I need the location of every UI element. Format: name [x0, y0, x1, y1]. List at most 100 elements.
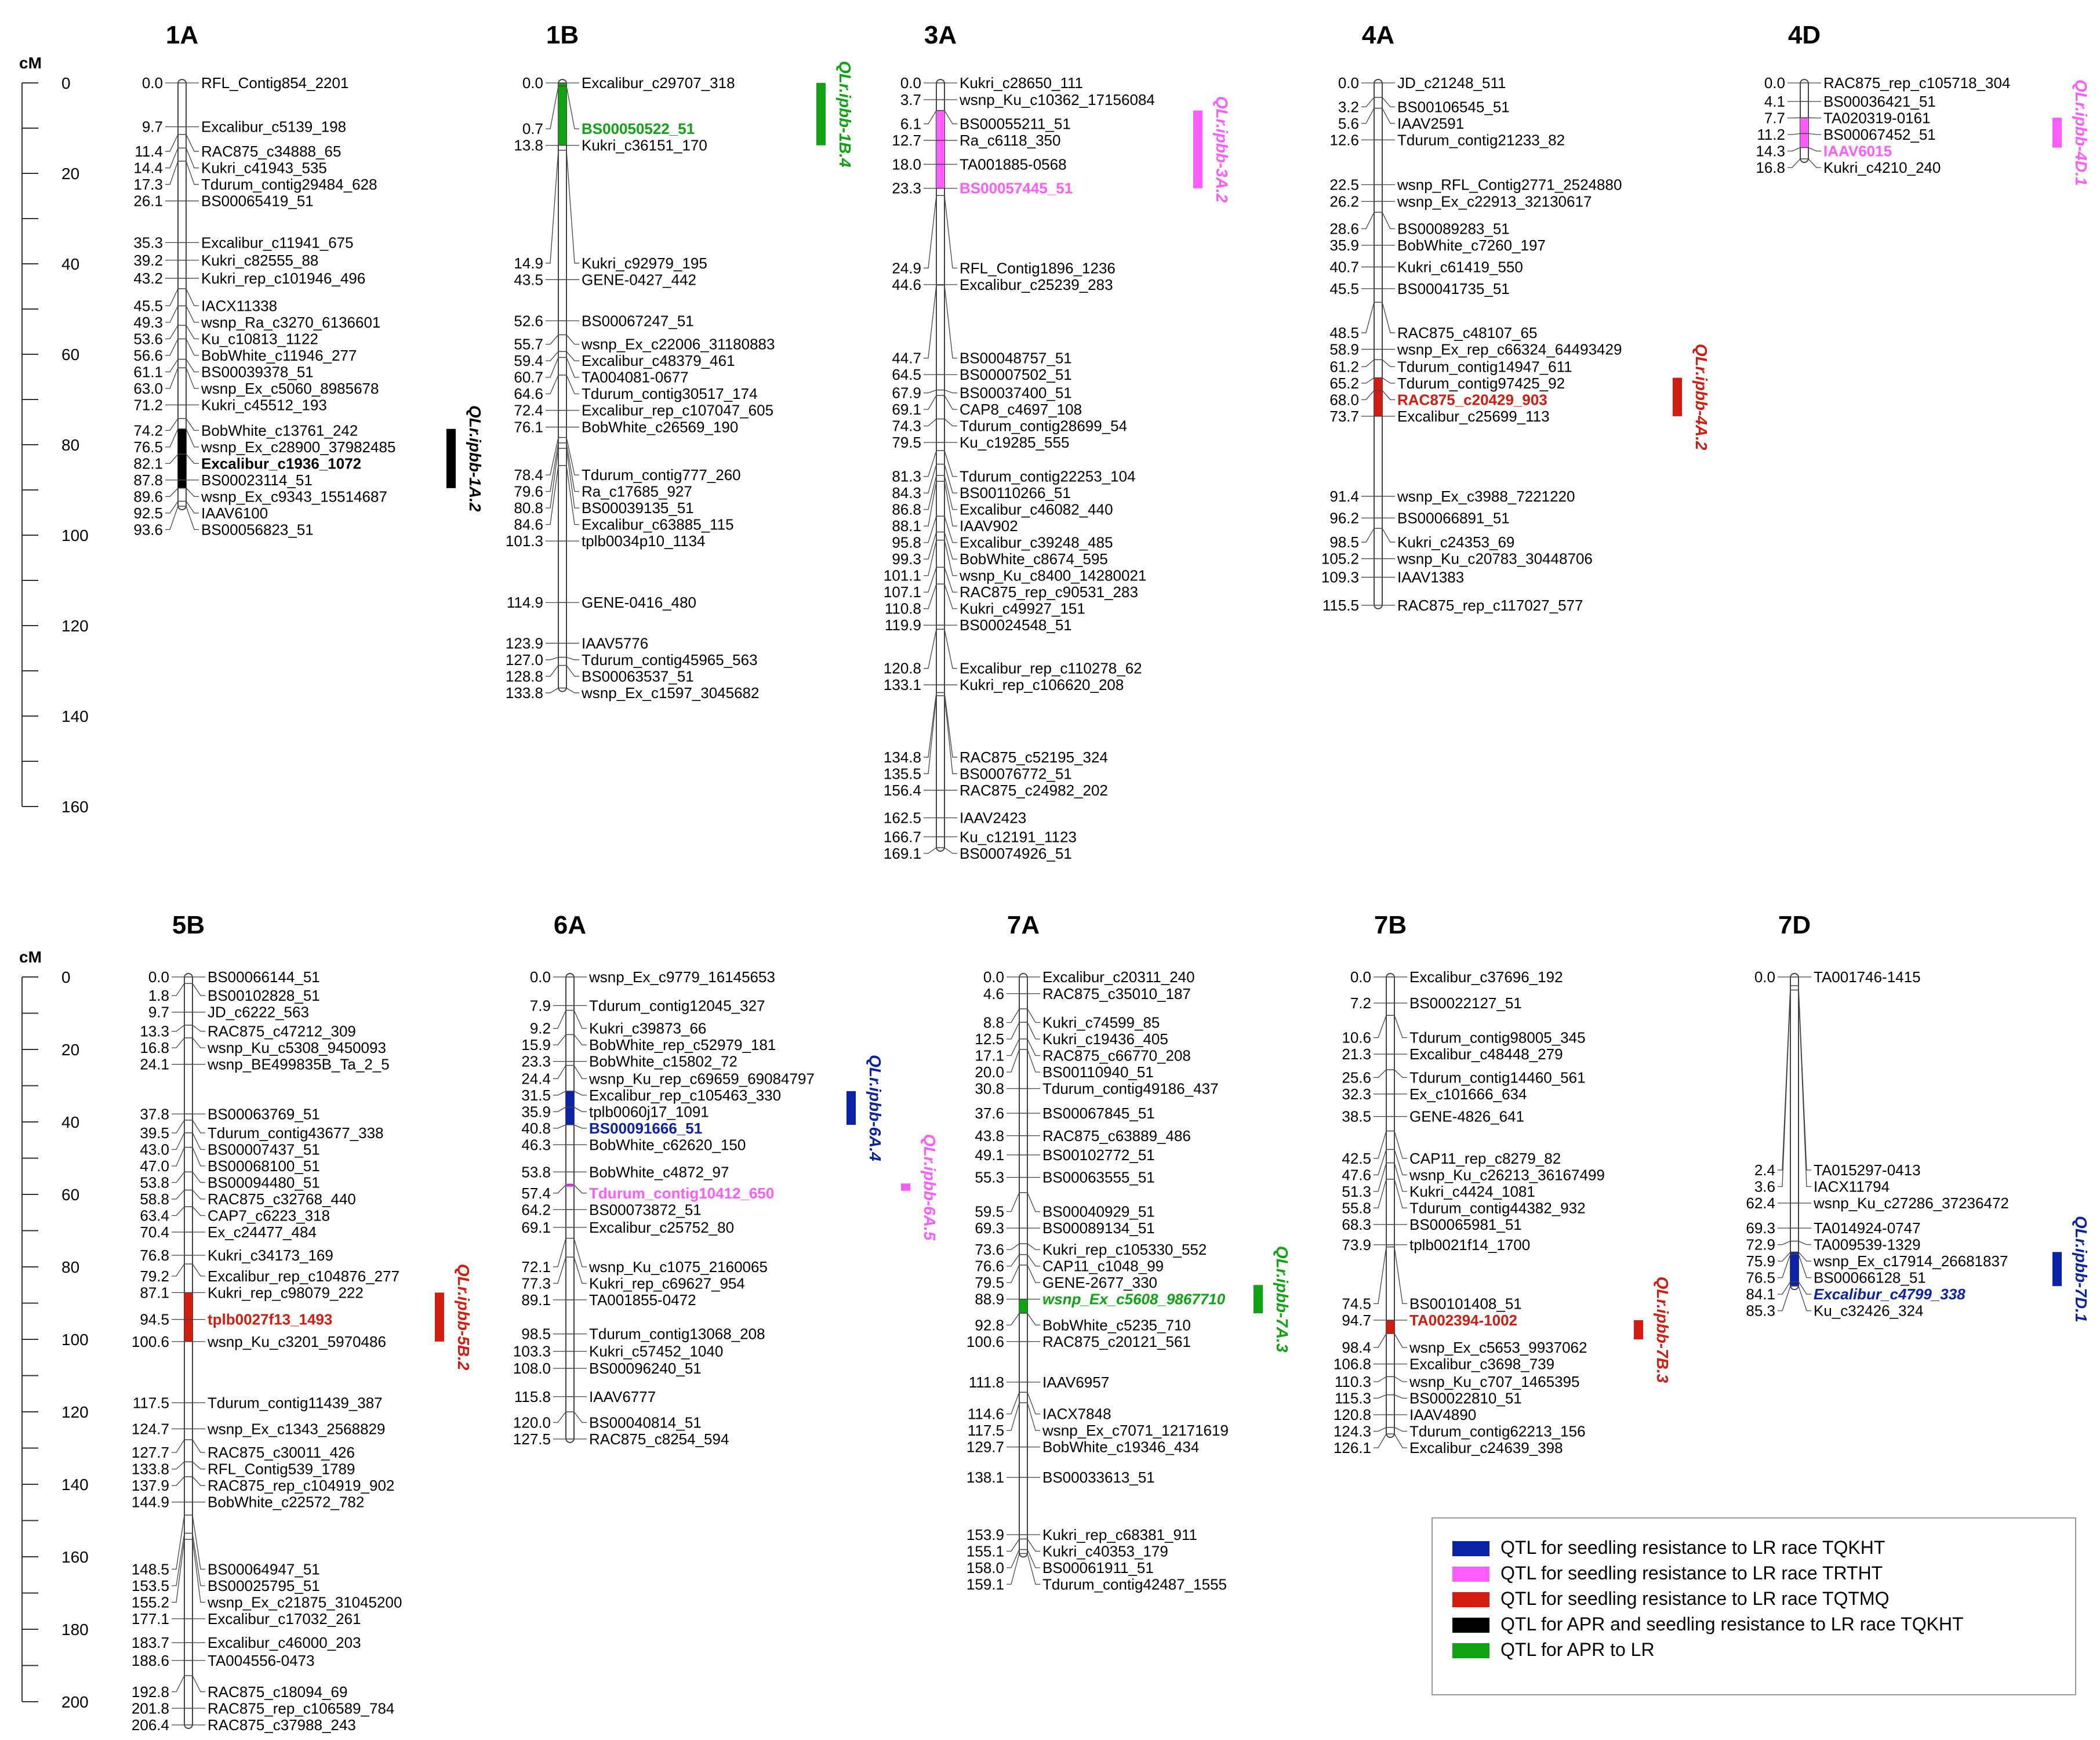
marker-name: IAAV1383	[1397, 569, 1464, 586]
marker-position: 3.2	[1338, 98, 1359, 115]
marker-connector-left	[924, 464, 936, 493]
marker-connector-left	[924, 692, 936, 757]
chromosome-name: 4D	[1788, 21, 1821, 49]
marker-position: 72.9	[1746, 1236, 1775, 1254]
marker-name: BS00023114_51	[201, 471, 313, 489]
marker-connector-right	[1382, 528, 1395, 542]
marker-connector-left	[1374, 1247, 1386, 1304]
marker-connector-left	[1374, 1376, 1386, 1382]
marker-connector-left	[1007, 1392, 1019, 1414]
marker-connector-right	[574, 1011, 587, 1029]
marker-position: 55.3	[975, 1169, 1004, 1186]
marker-position: 7.7	[1764, 109, 1785, 126]
marker-connector-left	[172, 1207, 184, 1215]
marker-position: 63.0	[133, 380, 163, 397]
marker-position: 92.5	[133, 504, 163, 522]
marker-position: 73.9	[1342, 1236, 1371, 1254]
marker-connector-right	[566, 150, 579, 263]
marker-name: BS00063769_51	[208, 1105, 320, 1123]
marker-position: 114.9	[507, 594, 543, 611]
marker-name: wsnp_Ku_c8400_14280021	[959, 567, 1146, 584]
marker-name: BS00089134_51	[1042, 1219, 1155, 1237]
marker-name: BS00076772_51	[960, 765, 1072, 782]
marker-position: 22.5	[1329, 176, 1359, 194]
marker-connector-left	[1374, 1427, 1386, 1432]
marker-connector-right	[186, 488, 199, 496]
marker-name: Kukri_c45512_193	[201, 396, 327, 413]
marker-position: 84.1	[1746, 1285, 1775, 1303]
marker-position: 55.8	[1342, 1199, 1371, 1216]
marker-position: 133.1	[884, 676, 921, 693]
marker-connector-left	[1007, 1255, 1019, 1266]
marker-connector-right	[186, 429, 199, 447]
marker-name: RAC875_c34888_65	[201, 143, 341, 160]
marker-position: 17.3	[133, 176, 163, 193]
qtl-interval-fill	[184, 1292, 192, 1341]
marker-name: BobWhite_c8674_595	[960, 550, 1108, 568]
marker-connector-left	[172, 1477, 184, 1485]
marker-name: BS00096240_51	[589, 1360, 702, 1377]
marker-position: 79.2	[140, 1267, 169, 1285]
marker-name: wsnp_Ex_c5608_9867710	[1042, 1291, 1226, 1308]
marker-position: 119.9	[885, 616, 921, 634]
marker-connector-right	[944, 111, 957, 124]
marker-name: BS00064947_51	[208, 1560, 320, 1578]
marker-connector-left	[1787, 159, 1800, 168]
marker-position: 62.4	[1746, 1194, 1775, 1212]
marker-name: Tdurum_contig28699_54	[960, 417, 1127, 435]
marker-name: Ku_c12191_1123	[960, 828, 1077, 845]
marker-position: 39.5	[140, 1124, 169, 1142]
marker-connector-right	[192, 1676, 205, 1692]
chromosome-name: 5B	[172, 911, 205, 939]
legend-swatch	[1452, 1541, 1489, 1556]
marker-position: 72.4	[514, 402, 543, 419]
marker-connector-right	[1394, 1070, 1407, 1077]
scale-tick-label: 20	[61, 165, 79, 183]
marker-name: BS00067247_51	[582, 312, 694, 329]
marker-position: 115.8	[514, 1388, 551, 1405]
marker-name: IAAV2423	[960, 809, 1026, 827]
marker-name: CAP11_rep_c8279_82	[1409, 1150, 1561, 1167]
marker-position: 14.3	[1756, 142, 1785, 159]
marker-name: Excalibur_rep_c110278_62	[960, 660, 1142, 677]
qtl-bar	[816, 83, 826, 146]
marker-connector-right	[186, 289, 199, 306]
qtl-bar	[435, 1292, 444, 1341]
marker-position: 43.2	[133, 270, 163, 287]
marker-position: 44.6	[892, 276, 921, 293]
marker-name: IAAV6777	[589, 1388, 656, 1405]
marker-connector-left	[172, 1190, 184, 1200]
marker-connector-right	[1808, 148, 1821, 151]
marker-position: 158.0	[967, 1559, 1004, 1576]
marker-connector-right	[192, 1440, 205, 1452]
marker-name: Kukri_rep_c69627_954	[589, 1274, 745, 1292]
marker-name: Kukri_c36151_170	[582, 137, 707, 154]
marker-position: 16.8	[140, 1039, 169, 1056]
marker-name: Tdurum_contig12045_327	[589, 997, 765, 1014]
marker-connector-right	[566, 351, 579, 361]
marker-connector-left	[1007, 1009, 1019, 1023]
marker-connector-left	[1374, 1395, 1386, 1398]
marker-connector-left	[924, 451, 936, 477]
marker-name: BS00091666_51	[589, 1120, 702, 1137]
